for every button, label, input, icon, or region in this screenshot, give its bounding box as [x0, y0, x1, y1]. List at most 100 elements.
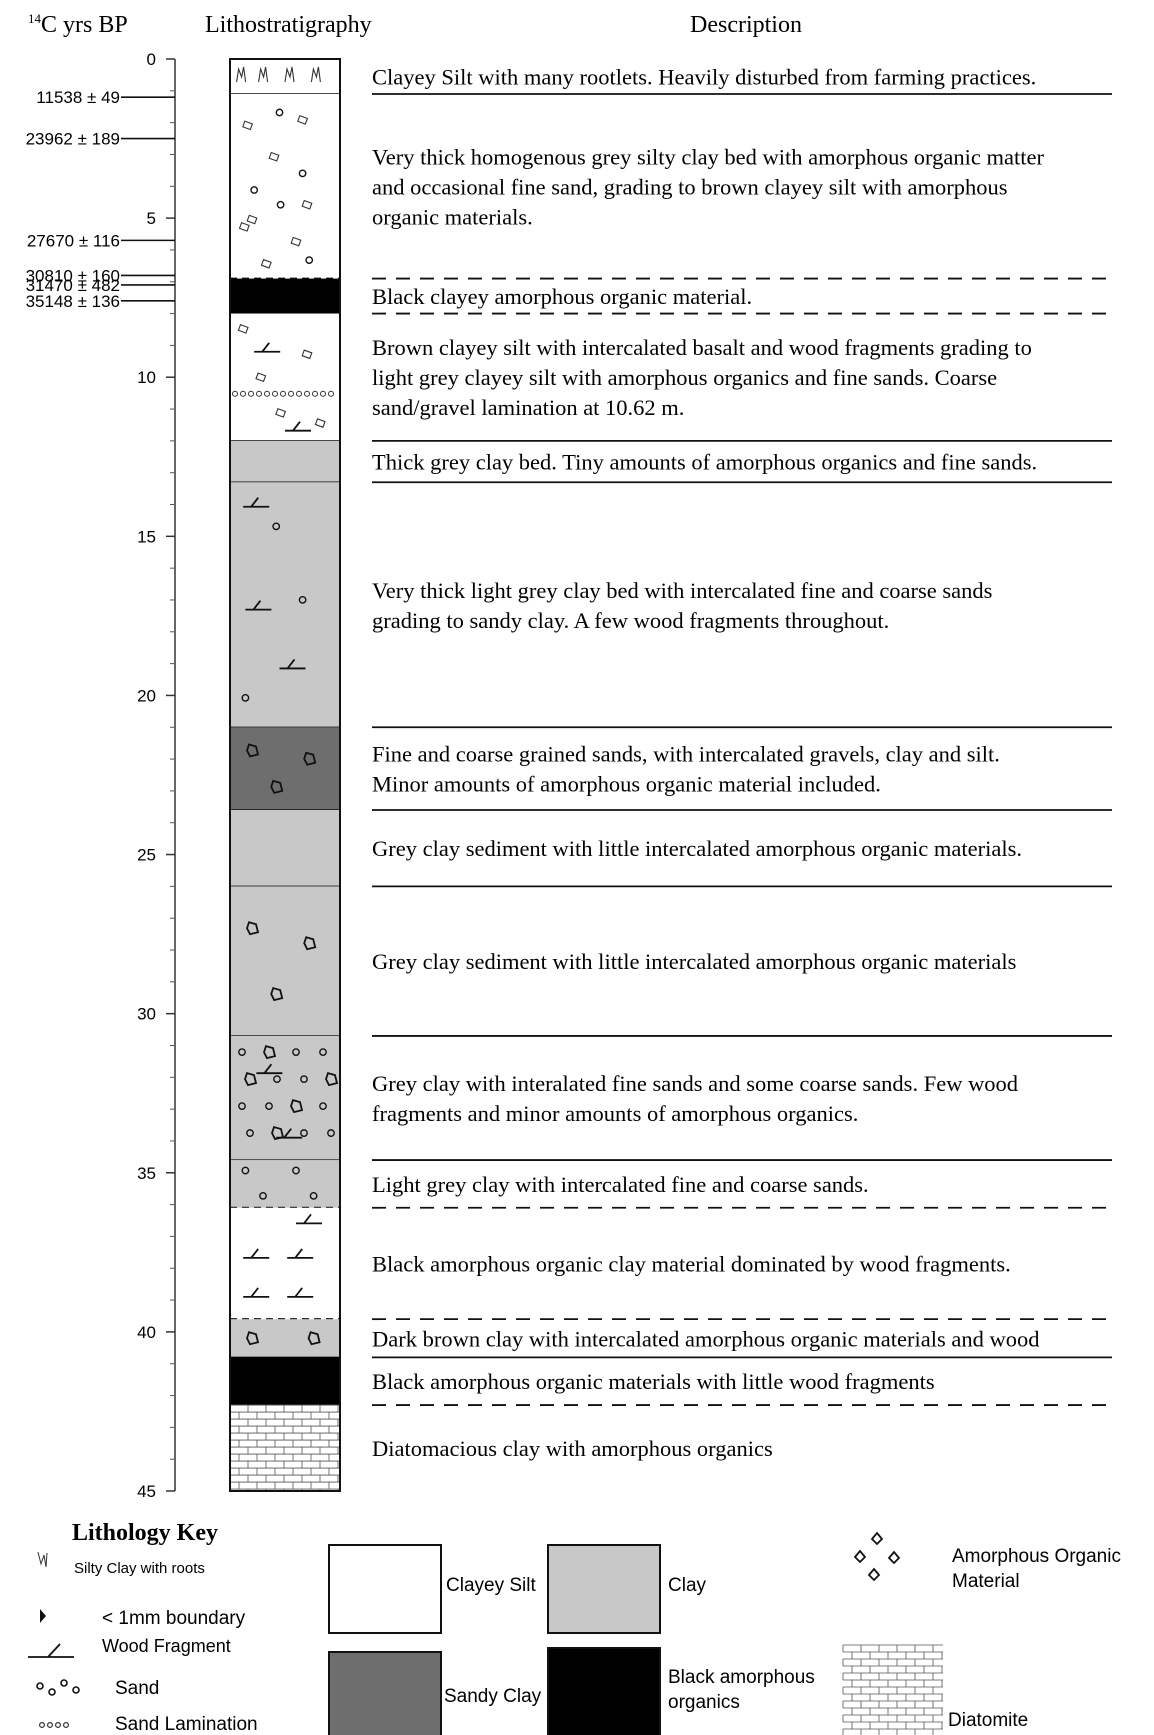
c14-superscript: 14 — [28, 11, 42, 26]
description-header: Description — [690, 12, 802, 38]
layer-description-text: fragments and minor amounts of amorphous… — [372, 1101, 858, 1126]
organic-fragment — [268, 151, 280, 162]
date-label: 11538 ± 49 — [36, 88, 120, 107]
layer-description-text: sand/gravel lamination at 10.62 m. — [372, 395, 684, 420]
layer-description-text: Black clayey amorphous organic material. — [372, 284, 752, 309]
sand-lamination-grain — [296, 390, 302, 397]
sand-grain — [250, 186, 259, 194]
column-headers: 14C yrs BP Lithostratigraphy Description — [28, 11, 802, 38]
depth-tick-label: 15 — [137, 527, 156, 546]
layer-fill — [230, 313, 340, 441]
layer-description-text: Grey clay sediment with little intercala… — [372, 836, 1022, 861]
lithology-layer — [230, 1035, 340, 1161]
depth-tick-label: 35 — [137, 1164, 156, 1183]
key-diatomite-label: Diatomite — [948, 1710, 1028, 1731]
layer-fill — [230, 440, 340, 483]
layer-description-text: grading to sandy clay. A few wood fragme… — [372, 608, 889, 633]
layer-description-text: Black amorphous organic clay material do… — [372, 1251, 1011, 1276]
root — [258, 66, 269, 83]
layer-fill — [230, 727, 340, 811]
sand-lamination-grain — [280, 390, 286, 397]
layer-fill — [230, 278, 340, 314]
sand-grain — [292, 1048, 300, 1057]
layer-description-text: Fine and coarse grained sands, with inte… — [372, 742, 1000, 767]
date-label: 23962 ± 189 — [26, 130, 120, 149]
sand-grain — [298, 595, 307, 604]
layer-fill — [230, 1207, 340, 1320]
minor-ticks — [170, 90, 175, 1460]
lithology-layer — [230, 1160, 340, 1208]
key-boundary-label: < 1mm boundary — [102, 1608, 246, 1629]
key-sand-label: Sand — [115, 1678, 159, 1699]
organic-fragment — [297, 114, 309, 125]
date-marker: 27670 ± 116 — [27, 231, 175, 250]
layer-fill — [230, 810, 340, 887]
organic-fragment — [301, 199, 313, 210]
organic-fragment — [270, 986, 284, 1002]
depth-tick-label: 40 — [137, 1323, 156, 1342]
key-sandy-clay-label: Sandy Clay — [444, 1686, 542, 1707]
major-ticks — [166, 58, 175, 1492]
sand-grain — [298, 169, 307, 178]
organic-fragment — [246, 921, 260, 936]
roots-icon — [37, 1551, 48, 1568]
c14-header-text: C yrs BP — [41, 12, 128, 38]
lithology-layer — [230, 482, 340, 728]
layer-fill — [230, 482, 340, 728]
key-diatomite-swatch — [842, 1644, 943, 1735]
layer-fill — [230, 1035, 340, 1161]
sand-lamination-grain — [328, 390, 334, 397]
key-black-organics-label-2: organics — [668, 1692, 740, 1713]
depth-tick-label: 0 — [147, 50, 156, 69]
sand-grain — [272, 522, 281, 531]
sand-lamination-grain — [320, 390, 326, 397]
key-clayey-silt-swatch — [328, 1544, 442, 1634]
depth-tick-label: 25 — [137, 846, 156, 865]
amorphous-organic-icon — [853, 1531, 901, 1582]
lithology-layer — [230, 810, 340, 887]
root — [236, 66, 247, 83]
lithology-layer — [229, 1404, 340, 1491]
depth-tick-labels: 0 5 10 15 20 25 30 35 40 45 — [137, 50, 156, 1501]
wood-fragment — [250, 1248, 259, 1259]
depth-axis: 0 5 10 15 20 25 30 35 40 45 — [137, 50, 176, 1501]
layer-fill — [230, 59, 340, 95]
wood-fragment — [303, 1213, 312, 1224]
wood-fragment — [250, 497, 259, 508]
sand-lamination-grain — [232, 390, 238, 397]
sand-grain — [259, 1191, 267, 1200]
c14-header: 14C yrs BP — [28, 11, 128, 38]
sand-grain — [241, 1166, 250, 1175]
column-outline — [229, 58, 341, 1492]
wood-fragment — [252, 600, 262, 611]
organic-fragment — [244, 1072, 258, 1087]
sand-lamination-icon — [38, 1721, 69, 1728]
key-clay-swatch — [547, 1544, 661, 1634]
lithology-layer — [230, 727, 340, 811]
sand-grain — [276, 200, 285, 209]
lithology-layer — [230, 1357, 340, 1406]
sand-grain — [319, 1048, 327, 1057]
organic-fragment — [246, 1331, 260, 1346]
depth-tick-label: 20 — [137, 686, 156, 705]
sand-lamination-grain — [288, 390, 294, 397]
layer-description-text: Light grey clay with intercalated fine a… — [372, 1172, 869, 1197]
layer-description-text: Black amorphous organic materials with l… — [372, 1369, 935, 1394]
sand-lamination-grain — [240, 390, 246, 397]
date-label: 35148 ± 136 — [26, 292, 120, 311]
layer-description-text: Clayey Silt with many rootlets. Heavily … — [372, 65, 1036, 90]
wood-fragment — [294, 1248, 303, 1259]
organic-fragment — [270, 779, 284, 794]
layer-fill — [230, 1357, 340, 1406]
layer-description-text: Dark brown clay with intercalated amorph… — [372, 1326, 1040, 1351]
sand-grain — [327, 1129, 335, 1137]
layer-description-text: Very thick light grey clay bed with inte… — [372, 578, 992, 603]
wood-fragment — [263, 1063, 273, 1074]
layer-description-text: Grey clay with interalated fine sands an… — [372, 1071, 1018, 1096]
key-diatomite-pattern — [842, 1644, 943, 1735]
key-sand-lamination-label: Sand Lamination — [115, 1714, 258, 1735]
lithology-layer — [230, 886, 340, 1036]
lithology-layer — [230, 59, 340, 95]
layer-description-text: Diatomacious clay with amorphous organic… — [372, 1436, 773, 1461]
sand-icon — [36, 1679, 80, 1696]
